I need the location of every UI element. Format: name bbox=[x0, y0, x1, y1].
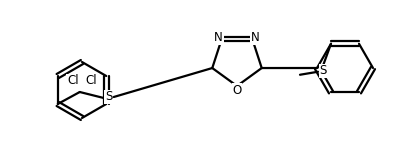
Text: Cl: Cl bbox=[67, 74, 79, 87]
Text: N: N bbox=[250, 32, 259, 45]
Text: S: S bbox=[105, 91, 112, 104]
Text: N: N bbox=[214, 32, 222, 45]
Text: Cl: Cl bbox=[85, 74, 97, 87]
Text: S: S bbox=[319, 64, 326, 77]
Text: O: O bbox=[232, 84, 241, 97]
